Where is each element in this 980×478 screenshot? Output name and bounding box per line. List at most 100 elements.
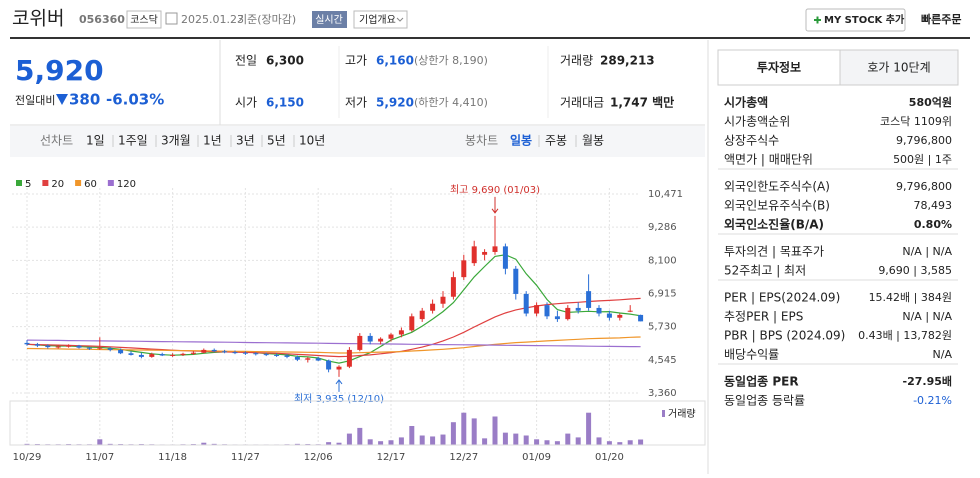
x-tick-label: 01/20: [595, 452, 624, 463]
candle-body: [190, 352, 196, 354]
legend-swatch: [42, 180, 49, 186]
min-annotation: 최저 3,935 (12/10): [294, 393, 384, 405]
down-arrow: [56, 94, 68, 105]
info-value: N/A | N/A: [902, 245, 952, 258]
period-tab[interactable]: 1년: [203, 134, 222, 148]
my-stock-button[interactable]: [805, 8, 906, 32]
candle-body: [315, 358, 321, 361]
y-tick-label: 5,730: [648, 322, 677, 333]
candle-body: [388, 334, 394, 339]
period-tab[interactable]: 1주일: [118, 134, 148, 148]
candle-body: [305, 358, 311, 360]
y-tick-label: 4,545: [648, 355, 677, 366]
stock-name: 코위버: [12, 8, 64, 30]
info-value: -0.21%: [913, 394, 952, 407]
overview-button[interactable]: [353, 10, 408, 29]
candle-body: [544, 305, 550, 317]
candle-body: [201, 349, 207, 353]
y-tick-label: 10,471: [648, 189, 683, 200]
volume-bar: [211, 443, 217, 445]
legend-label: 20: [51, 179, 64, 190]
candle-body: [357, 335, 363, 350]
candle-body: [523, 293, 529, 314]
realtime-badge[interactable]: [312, 11, 347, 28]
candle-body: [554, 316, 560, 320]
x-tick-label: 11/27: [231, 452, 260, 463]
volume-bar: [346, 433, 352, 445]
period-tab[interactable]: 3년: [236, 134, 255, 148]
volume-bar: [336, 442, 342, 445]
candle-body: [45, 345, 51, 348]
info-value: 코스닥 1109위: [880, 115, 952, 128]
chart-kind-tab[interactable]: 월봉: [582, 134, 604, 148]
quote-note: (하한가 4,410): [414, 95, 488, 109]
legend-label: 5: [25, 179, 31, 190]
volume-bar: [471, 418, 477, 445]
quote-value: 289,213: [600, 54, 655, 68]
info-value: 78,493: [914, 199, 953, 212]
volume-legend: 거래량: [668, 408, 696, 420]
price-chart: 5 20 60 120 10,471 9,286 8,100 6,915 5,730 4,545 3…: [12, 179, 696, 463]
info-label: PBR | BPS (2024.09): [724, 329, 845, 343]
period-tab[interactable]: 3개월: [161, 134, 191, 148]
candle-body: [513, 268, 519, 294]
volume-bar: [326, 442, 332, 445]
candle-body: [596, 307, 602, 314]
realtime[interactable]: 실시간: [315, 14, 343, 26]
volume-bar: [440, 434, 446, 445]
info-label: 투자의견 | 목표주가: [724, 245, 824, 259]
quote-value: 5,920: [376, 96, 414, 110]
volume-bar: [450, 422, 456, 445]
candle-body: [326, 360, 332, 370]
legend-label: 120: [117, 179, 136, 190]
candle-body: [76, 345, 82, 348]
min-arrow: [335, 379, 343, 392]
info-label: 시가총액순위: [724, 115, 790, 129]
candle-body: [378, 338, 384, 342]
info-value: 15.42배 | 384원: [869, 291, 952, 304]
volume-bar: [606, 441, 612, 445]
chart-kind-tab[interactable]: 주봉: [545, 134, 567, 148]
candle-body: [419, 310, 425, 320]
volume-bar: [617, 442, 623, 445]
period-tab[interactable]: 1일: [86, 134, 105, 148]
volume-bar: [482, 438, 488, 445]
candle-body: [263, 354, 269, 356]
period-tab: 선차트: [40, 134, 73, 148]
stock-code: 056360: [79, 13, 125, 26]
tab-label[interactable]: 호가 10단계: [867, 61, 930, 75]
period-tabs: 선차트 1일 1주일 3개월 1년 3년 5년 10년 봉차트 일봉 주봉 월봉: [40, 134, 604, 148]
candle-body: [138, 354, 144, 357]
info-label: PER | EPS(2024.09): [724, 291, 840, 305]
overview[interactable]: 기업개요: [359, 13, 396, 26]
info-value: 500원 | 1주: [893, 153, 952, 166]
info-label: 외국인보유주식수(B): [724, 199, 830, 213]
volume-bar: [575, 437, 581, 445]
x-tick-label: 10/29: [13, 452, 42, 463]
candle-body: [346, 349, 352, 367]
change-pct: -6.03%: [106, 91, 164, 109]
moving-average-line: [26, 336, 641, 354]
legend-swatch: [16, 180, 22, 186]
tab-active[interactable]: [717, 49, 841, 86]
candle-body: [430, 303, 436, 311]
volume-bar: [97, 439, 103, 445]
chart-kind-tab: 봉차트: [465, 134, 498, 148]
info-label: 추정PER | EPS: [724, 310, 803, 324]
y-tick-label: 8,100: [648, 255, 677, 266]
candle-body: [107, 348, 113, 350]
volume-bar: [627, 440, 633, 445]
candle-body: [450, 277, 456, 297]
volume-bar: [554, 441, 560, 445]
quote-value: 6,300: [266, 54, 304, 68]
x-tick-label: 11/07: [85, 452, 114, 463]
tab-label[interactable]: 투자정보: [757, 60, 801, 75]
volume-bar: [398, 437, 404, 445]
my-stock[interactable]: MY STOCK 추가: [824, 13, 905, 26]
period-tab[interactable]: 10년: [299, 134, 325, 148]
period-tab[interactable]: 5년: [267, 134, 286, 148]
chart-kind-tab[interactable]: 일봉: [510, 134, 532, 148]
quick-order[interactable]: 빠른주문: [921, 12, 961, 26]
